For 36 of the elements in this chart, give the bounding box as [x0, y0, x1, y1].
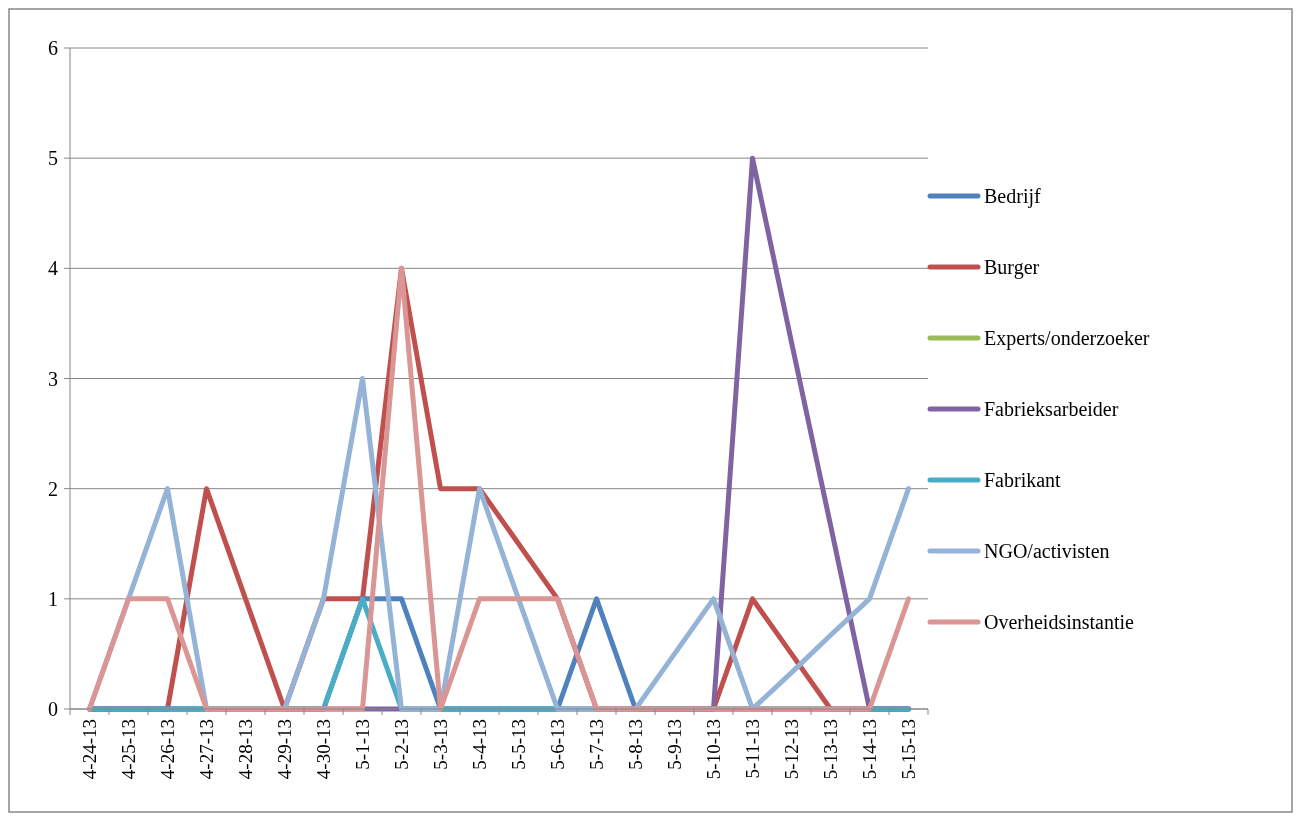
x-tick-label: 4-29-13: [274, 719, 296, 780]
legend-label: Burger: [984, 256, 1040, 279]
y-tick-label: 6: [48, 37, 58, 59]
x-tick-label: 5-14-13: [859, 719, 881, 780]
y-tick-label: 3: [48, 367, 58, 390]
x-tick-label: 5-8-13: [625, 719, 647, 770]
x-tick-label: 5-11-13: [742, 719, 764, 779]
y-tick-label: 4: [48, 257, 58, 280]
x-tick-label: 4-25-13: [118, 719, 140, 780]
legend-label: Fabrieksarbeider: [984, 398, 1119, 420]
legend-label: Bedrijf: [984, 185, 1041, 208]
x-tick-label: 5-4-13: [469, 719, 491, 770]
legend-label: Experts/onderzoeker: [984, 327, 1150, 350]
x-tick-label: 5-9-13: [664, 719, 686, 770]
legend-label: NGO/activisten: [984, 540, 1110, 562]
x-tick-label: 5-1-13: [352, 719, 374, 770]
x-tick-label: 5-15-13: [898, 719, 920, 780]
x-tick-label: 5-13-13: [820, 719, 842, 780]
x-tick-label: 4-24-13: [79, 719, 101, 780]
y-tick-label: 0: [48, 698, 58, 720]
x-tick-label: 4-30-13: [313, 719, 335, 780]
x-tick-label: 5-5-13: [508, 719, 530, 770]
legend-label: Fabrikant: [984, 469, 1062, 491]
x-tick-label: 4-27-13: [196, 719, 218, 780]
x-tick-label: 5-6-13: [547, 719, 569, 770]
x-tick-label: 5-2-13: [391, 719, 413, 770]
x-tick-label: 5-7-13: [586, 719, 608, 770]
x-tick-label: 5-3-13: [430, 719, 452, 770]
x-tick-label: 4-28-13: [235, 719, 257, 780]
y-tick-label: 2: [48, 477, 58, 500]
x-tick-label: 5-12-13: [781, 719, 803, 780]
x-tick-label: 4-26-13: [157, 719, 179, 780]
x-tick-label: 5-10-13: [703, 719, 725, 780]
y-tick-label: 1: [48, 587, 58, 610]
legend-label: Overheidsinstantie: [984, 611, 1135, 633]
y-tick-label: 5: [48, 147, 58, 170]
